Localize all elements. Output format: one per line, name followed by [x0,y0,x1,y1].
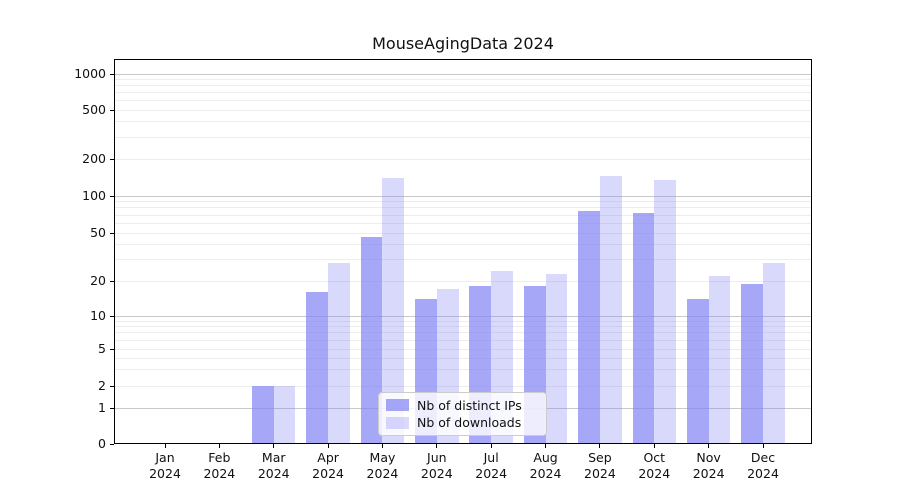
y-axis-tick-label: 500 [82,102,106,117]
gridline-minor [114,78,812,80]
gridline-minor [114,92,812,94]
bar-distinct-ips-sep [578,211,600,444]
y-axis-tick-label: 200 [82,151,106,166]
legend-swatch-distinct-ips [386,399,409,412]
bar-downloads-dec [763,263,785,444]
bar-distinct-ips-dec [741,283,763,444]
gridline-minor [114,244,812,246]
x-axis-tick [653,444,655,448]
gridline-minor [114,385,812,387]
legend-swatch-downloads [386,416,409,429]
y-axis-tick [110,348,114,350]
y-axis-tick [110,443,114,445]
gridline-minor [114,320,812,322]
y-axis-tick [110,73,114,75]
gridline-minor [114,201,812,203]
gridline-minor [114,121,812,123]
x-axis-tick [545,444,547,448]
x-axis-tick-label: Nov 2024 [692,450,725,481]
gridline-minor [114,136,812,138]
bar-distinct-ips-mar [252,386,274,444]
bar-downloads-sep [599,176,622,444]
x-axis-tick-label: Feb 2024 [203,450,236,481]
x-axis-tick-label: Sep 2024 [584,450,616,481]
x-axis-tick [164,444,166,448]
y-axis-tick-label: 0 [98,436,106,451]
x-axis-tick [218,444,220,448]
x-axis-tick [708,444,710,448]
gridline-minor [114,214,812,216]
plot-area [114,59,812,444]
y-axis-tick [110,109,114,111]
bar-downloads-apr [328,263,350,444]
y-axis-tick-label: 5 [98,341,106,356]
gridline-minor [114,207,812,209]
x-axis-tick-label: Jan 2024 [149,450,181,481]
y-axis-tick [110,158,114,160]
gridline-major [114,73,812,75]
bar-downloads-oct [654,179,676,444]
y-axis-tick [110,385,114,387]
gridline-minor [114,280,812,282]
gridline-minor [114,232,812,234]
x-axis-tick [762,444,764,448]
x-axis-tick-label: Jun 2024 [420,450,453,481]
gridline-minor [114,357,812,359]
legend: Nb of distinct IPs Nb of downloads [378,392,547,436]
bar-distinct-ips-nov [686,299,709,444]
legend-label-downloads: Nb of downloads [417,415,522,431]
x-axis-tick-label: Dec 2024 [747,450,779,481]
gridline-minor [114,158,812,160]
x-axis-tick-label: Apr 2024 [312,450,344,481]
legend-label-distinct-ips: Nb of distinct IPs [417,397,522,413]
y-axis-tick-label: 20 [90,273,106,288]
x-axis-tick-label: Oct 2024 [638,450,671,481]
gridline-minor [114,326,812,328]
gridline-minor [114,222,812,224]
y-axis-tick [110,280,114,282]
x-axis-tick [327,444,329,448]
x-axis-tick-label: Mar 2024 [257,450,290,481]
x-axis-tick [599,444,601,448]
x-axis-tick-label: Jul 2024 [475,450,508,481]
y-axis-tick-label: 10 [90,308,106,323]
y-axis-tick [110,195,114,197]
gridline-minor [114,109,812,111]
legend-entry-downloads: Nb of downloads [386,415,539,430]
gridline-minor [114,332,812,334]
gridline-minor [114,339,812,341]
legend-entry-distinct-ips: Nb of distinct IPs [386,398,539,413]
x-axis-tick [381,444,383,448]
gridline-minor [114,348,812,350]
bar-downloads-nov [708,276,731,444]
y-axis-tick [110,232,114,234]
y-axis-tick-label: 1000 [74,66,106,81]
bar-distinct-ips-apr [306,292,329,444]
bar-distinct-ips-may [360,237,383,444]
bar-downloads-aug [545,273,568,444]
gridline-minor [114,369,812,371]
y-axis-tick-label: 50 [90,225,106,240]
y-axis-tick-label: 100 [82,188,106,203]
y-axis-tick-label: 2 [98,378,106,393]
chart-title: MouseAgingData 2024 [372,34,554,53]
bar-downloads-may [382,178,405,444]
gridline-major [114,195,812,197]
x-axis-tick [490,444,492,448]
x-axis-tick [273,444,275,448]
x-axis-tick [436,444,438,448]
y-axis-tick [110,315,114,317]
gridline-minor [114,85,812,87]
x-axis-tick-label: May 2024 [366,450,399,481]
y-axis-tick-label: 1 [98,400,106,415]
y-axis-tick [110,407,114,409]
x-axis-tick-label: Aug 2024 [529,450,562,481]
bar-distinct-ips-oct [632,212,655,444]
gridline-major [114,315,812,317]
gridline-minor [114,259,812,261]
bar-downloads-mar [273,386,296,444]
gridline-minor [114,100,812,102]
